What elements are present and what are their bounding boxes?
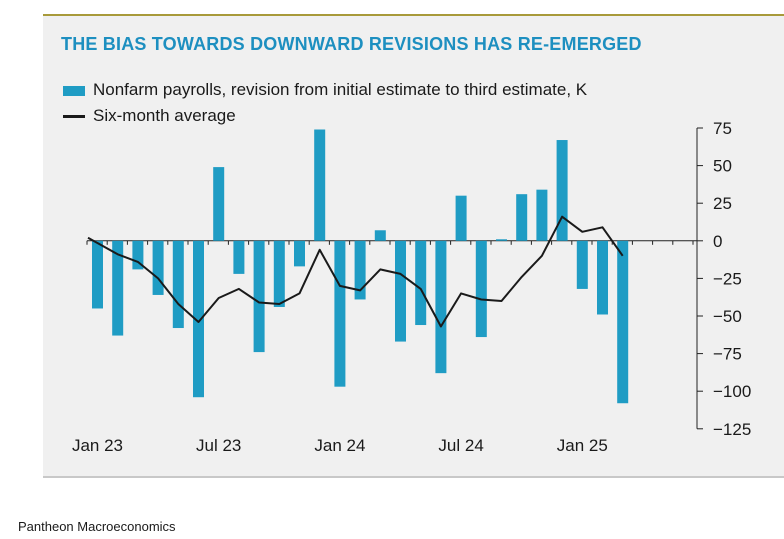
y-tick-label: −100	[713, 382, 751, 401]
bar	[233, 240, 245, 274]
bar	[516, 194, 528, 241]
bar	[92, 240, 103, 309]
y-tick-label: 0	[713, 232, 722, 251]
bar	[597, 240, 608, 315]
bar	[273, 240, 285, 307]
six-month-average-line	[87, 215, 624, 328]
y-tick-label: 50	[713, 157, 732, 176]
bar	[152, 240, 164, 295]
legend-entry-payroll-revisions: Nonfarm payrolls, revision from initial …	[63, 80, 587, 100]
bar	[374, 230, 386, 241]
bar	[556, 140, 568, 241]
bar	[496, 239, 507, 241]
y-tick-label: −125	[713, 420, 751, 439]
bar	[415, 240, 427, 326]
bar	[475, 240, 487, 338]
bar	[132, 240, 144, 270]
bar	[172, 240, 184, 329]
legend-line-label: Six-month average	[93, 106, 236, 125]
bar	[455, 195, 467, 241]
bar	[253, 240, 265, 353]
y-tick-label: 25	[713, 194, 732, 213]
source-credit: Pantheon Macroeconomics	[18, 519, 176, 534]
x-tick-label: Jul 23	[196, 436, 241, 455]
bar	[334, 240, 346, 387]
chart-title: THE BIAS TOWARDS DOWNWARD REVISIONS HAS …	[61, 34, 642, 54]
bar	[193, 240, 204, 398]
x-tick-label: Jan 23	[72, 436, 123, 455]
x-tick-label: Jul 24	[438, 436, 483, 455]
y-tick-label: −75	[713, 345, 742, 364]
x-tick-label: Jan 24	[314, 436, 365, 455]
bar	[617, 240, 629, 404]
y-tick-label: −25	[713, 269, 742, 288]
bar	[314, 129, 326, 241]
chart-card	[43, 14, 784, 478]
x-tick-label: Jan 25	[557, 436, 608, 455]
legend-line-swatch	[63, 115, 85, 118]
legend-entry-six-month-average: Six-month average	[63, 106, 236, 126]
bar	[395, 240, 406, 342]
legend-bar-swatch	[63, 85, 85, 96]
bar	[435, 240, 447, 374]
legend-bar-label: Nonfarm payrolls, revision from initial …	[93, 80, 588, 99]
bar	[536, 189, 548, 241]
bar	[354, 240, 366, 300]
bar	[213, 167, 225, 241]
y-tick-label: 75	[713, 119, 732, 138]
y-tick-label: −50	[713, 307, 742, 326]
bar	[576, 240, 588, 289]
bar	[112, 240, 124, 336]
bar	[294, 240, 305, 267]
